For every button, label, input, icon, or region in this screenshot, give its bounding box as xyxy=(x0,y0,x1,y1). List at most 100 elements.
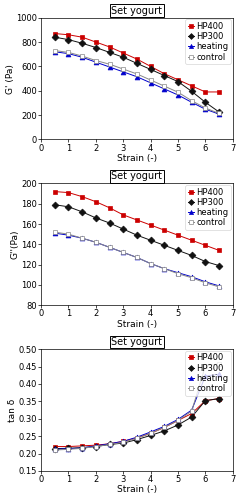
HP400 xyxy=(190,237,193,243)
heating xyxy=(149,429,152,435)
control xyxy=(204,280,207,286)
heating xyxy=(108,64,111,70)
heating xyxy=(53,446,56,452)
heating xyxy=(122,69,125,75)
HP400 xyxy=(108,44,111,50)
HP400 xyxy=(53,30,56,36)
HP300 xyxy=(94,444,97,450)
Line: heating: heating xyxy=(52,230,221,288)
heating xyxy=(177,270,180,276)
heating xyxy=(190,407,193,413)
Line: HP300: HP300 xyxy=(52,35,221,114)
heating xyxy=(204,373,207,379)
control xyxy=(218,284,221,290)
control xyxy=(94,58,97,64)
HP300 xyxy=(135,436,138,442)
control xyxy=(135,435,138,441)
heating xyxy=(122,250,125,256)
HP400 xyxy=(204,242,207,248)
HP300 xyxy=(122,440,125,446)
control xyxy=(94,444,97,450)
HP400 xyxy=(218,396,221,402)
HP400 xyxy=(81,194,84,200)
HP400 xyxy=(204,89,207,95)
HP400 xyxy=(218,248,221,254)
heating xyxy=(67,446,70,452)
HP400 xyxy=(122,50,125,56)
HP400 xyxy=(122,212,125,218)
Y-axis label: G''(Pa): G''(Pa) xyxy=(11,230,20,259)
control xyxy=(218,110,221,116)
heating xyxy=(177,416,180,422)
heating xyxy=(177,92,180,98)
HP400 xyxy=(94,198,97,204)
heating xyxy=(108,244,111,250)
control xyxy=(67,50,70,56)
HP300 xyxy=(94,44,97,51)
HP400 xyxy=(108,441,111,447)
HP300 xyxy=(53,202,56,208)
HP400 xyxy=(163,424,166,430)
HP300 xyxy=(218,109,221,115)
heating xyxy=(67,232,70,238)
HP300 xyxy=(190,414,193,420)
HP400 xyxy=(204,398,207,404)
heating xyxy=(149,80,152,86)
control xyxy=(177,270,180,276)
Y-axis label: tan δ: tan δ xyxy=(8,398,17,421)
Line: HP400: HP400 xyxy=(52,31,221,94)
HP300 xyxy=(81,40,84,46)
HP400 xyxy=(108,205,111,211)
control xyxy=(190,408,193,414)
control xyxy=(81,53,84,59)
X-axis label: Strain (-): Strain (-) xyxy=(117,154,157,163)
heating xyxy=(204,279,207,285)
HP300 xyxy=(163,428,166,434)
HP300 xyxy=(67,204,70,210)
HP300 xyxy=(204,398,207,404)
heating xyxy=(53,49,56,55)
control xyxy=(204,105,207,111)
control xyxy=(163,266,166,272)
HP400 xyxy=(122,438,125,444)
HP400 xyxy=(135,217,138,223)
control xyxy=(135,254,138,260)
control xyxy=(149,77,152,83)
Legend: HP400, HP300, heating, control: HP400, HP300, heating, control xyxy=(185,351,231,396)
HP300 xyxy=(81,209,84,215)
Line: HP300: HP300 xyxy=(52,396,221,451)
heating xyxy=(135,254,138,260)
HP400 xyxy=(67,32,70,38)
control xyxy=(53,48,56,54)
HP400 xyxy=(67,444,70,450)
HP400 xyxy=(81,34,84,40)
heating xyxy=(108,441,111,447)
Line: HP400: HP400 xyxy=(52,396,221,449)
HP300 xyxy=(53,446,56,452)
HP400 xyxy=(67,190,70,196)
control xyxy=(108,442,111,448)
HP300 xyxy=(108,442,111,448)
Line: heating: heating xyxy=(52,372,221,452)
HP300 xyxy=(177,422,180,428)
Line: HP400: HP400 xyxy=(52,189,221,253)
HP300 xyxy=(67,446,70,452)
control xyxy=(190,98,193,103)
Title: Set yogurt: Set yogurt xyxy=(111,337,162,347)
HP400 xyxy=(163,70,166,76)
HP400 xyxy=(94,39,97,45)
HP300 xyxy=(163,242,166,248)
heating xyxy=(163,86,166,92)
heating xyxy=(190,274,193,280)
HP300 xyxy=(67,36,70,43)
heating xyxy=(163,266,166,272)
Line: control: control xyxy=(52,362,221,452)
HP300 xyxy=(122,54,125,60)
heating xyxy=(190,100,193,105)
HP300 xyxy=(218,396,221,402)
control xyxy=(53,447,56,453)
Title: Set yogurt: Set yogurt xyxy=(111,172,162,181)
control xyxy=(135,71,138,77)
HP300 xyxy=(163,72,166,78)
heating xyxy=(53,230,56,236)
